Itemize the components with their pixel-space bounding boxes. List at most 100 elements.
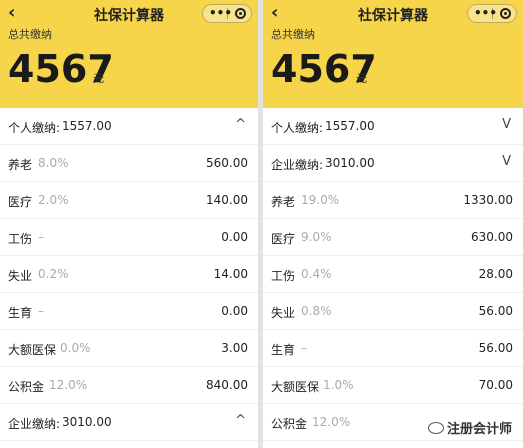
item-label: 生育 — [8, 306, 33, 320]
item-rate: 9.0% — [301, 230, 332, 244]
list-item: 养老 8.0% 560.00 — [0, 145, 258, 182]
item-label: 工伤 — [271, 269, 296, 283]
currency-unit: 元 — [356, 72, 367, 85]
mini-program-capsule[interactable]: ••• — [202, 4, 252, 23]
chevron-down-icon[interactable]: V — [502, 154, 511, 169]
list-item: 养老 19.0% 1330.00 — [263, 182, 523, 219]
right-phone-screen: ‹ 社保计算器 ••• 总共缴纳 4567 元 个人缴纳: 1557.00 V … — [263, 0, 523, 448]
list-item: 公积金 12.0% 840.00 — [0, 367, 258, 404]
watermark: 注册会计师 — [424, 417, 515, 438]
item-rate: 19.0% — [301, 193, 340, 207]
item-label: 生育 — [271, 343, 296, 357]
summary-header: ‹ 社保计算器 ••• 总共缴纳 4567 元 — [0, 0, 258, 108]
breakdown-list: 个人缴纳: 1557.00 V 企业缴纳: 3010.00 V 养老 19.0%… — [263, 108, 523, 441]
breakdown-list: 个人缴纳: 1557.00 ^ 养老 8.0% 560.00 医疗 2.0% 1… — [0, 108, 258, 441]
company-section-header[interactable]: 企业缴纳: 3010.00 V — [263, 145, 523, 182]
capsule-divider — [227, 8, 228, 19]
more-dots-icon[interactable]: ••• — [474, 6, 498, 20]
item-label: 公积金 — [8, 380, 45, 394]
left-phone-screen: ‹ 社保计算器 ••• 总共缴纳 4567 元 个人缴纳: 1557.00 ^ … — [0, 0, 258, 448]
section-label: 企业缴纳: — [8, 417, 61, 431]
section-value: 1557.00 — [62, 119, 112, 133]
section-label: 个人缴纳: — [8, 121, 61, 135]
item-rate: 8.0% — [38, 156, 69, 170]
list-item: 生育 – 0.00 — [0, 293, 258, 330]
chevron-down-icon[interactable]: V — [502, 117, 511, 132]
item-rate: 2.0% — [38, 193, 69, 207]
list-item: 生育 – 56.00 — [263, 330, 523, 367]
panel-divider — [258, 0, 263, 448]
item-label: 养老 — [8, 158, 33, 172]
item-value: 70.00 — [478, 378, 513, 392]
item-label: 失业 — [8, 269, 33, 283]
page-title: 社保计算器 — [94, 8, 164, 24]
total-amount: 4567 — [8, 47, 114, 91]
item-value: 840.00 — [206, 378, 248, 392]
list-item: 公积金 12.0% — [263, 404, 523, 441]
section-value: 1557.00 — [325, 119, 375, 133]
company-section-header[interactable]: 企业缴纳: 3010.00 ^ — [0, 404, 258, 441]
summary-header: ‹ 社保计算器 ••• 总共缴纳 4567 元 — [263, 0, 523, 108]
list-item: 医疗 9.0% 630.00 — [263, 219, 523, 256]
item-value: 1330.00 — [463, 193, 513, 207]
item-rate: – — [38, 230, 44, 244]
close-target-icon[interactable] — [500, 8, 511, 19]
item-label: 医疗 — [271, 232, 296, 246]
item-rate: 12.0% — [49, 378, 88, 392]
list-item: 失业 0.2% 14.00 — [0, 256, 258, 293]
item-rate: – — [38, 304, 44, 318]
item-rate: 0.2% — [38, 267, 69, 281]
total-label: 总共缴纳 — [271, 28, 315, 41]
list-item: 大额医保 1.0% 70.00 — [263, 367, 523, 404]
item-label: 大额医保 — [271, 380, 320, 394]
item-value: 0.00 — [221, 230, 248, 244]
currency-unit: 元 — [93, 72, 104, 85]
nav-bar: ‹ 社保计算器 ••• — [0, 0, 258, 26]
item-rate: – — [301, 341, 307, 355]
item-rate: 0.8% — [301, 304, 332, 318]
mini-program-capsule[interactable]: ••• — [467, 4, 517, 23]
list-item: 失业 0.8% 56.00 — [263, 293, 523, 330]
section-label: 企业缴纳: — [271, 158, 324, 172]
item-value: 14.00 — [213, 267, 248, 281]
personal-section-header[interactable]: 个人缴纳: 1557.00 ^ — [0, 108, 258, 145]
item-rate: 12.0% — [312, 415, 351, 429]
list-item: 工伤 – 0.00 — [0, 219, 258, 256]
item-value: 630.00 — [471, 230, 513, 244]
personal-section-header[interactable]: 个人缴纳: 1557.00 V — [263, 108, 523, 145]
item-label: 养老 — [271, 195, 296, 209]
list-item: 医疗 2.0% 140.00 — [0, 182, 258, 219]
item-label: 失业 — [271, 306, 296, 320]
close-target-icon[interactable] — [235, 8, 246, 19]
total-label: 总共缴纳 — [8, 28, 52, 41]
section-value: 3010.00 — [325, 156, 375, 170]
back-arrow-icon[interactable]: ‹ — [8, 2, 16, 23]
item-value: 0.00 — [221, 304, 248, 318]
capsule-divider — [492, 8, 493, 19]
chevron-up-icon[interactable]: ^ — [235, 117, 246, 132]
more-dots-icon[interactable]: ••• — [209, 6, 233, 20]
nav-bar: ‹ 社保计算器 ••• — [263, 0, 523, 26]
section-value: 3010.00 — [62, 415, 112, 429]
wechat-icon — [427, 422, 444, 434]
item-value: 140.00 — [206, 193, 248, 207]
item-rate: 0.4% — [301, 267, 332, 281]
item-value: 56.00 — [478, 304, 513, 318]
watermark-text: 注册会计师 — [446, 422, 512, 437]
item-rate: 0.0% — [60, 341, 91, 355]
item-label: 工伤 — [8, 232, 33, 246]
item-rate: 1.0% — [323, 378, 354, 392]
chevron-up-icon[interactable]: ^ — [235, 413, 246, 428]
list-item: 大额医保 0.0% 3.00 — [0, 330, 258, 367]
item-value: 28.00 — [478, 267, 513, 281]
total-amount: 4567 — [271, 47, 377, 91]
page-title: 社保计算器 — [358, 8, 428, 24]
item-value: 560.00 — [206, 156, 248, 170]
item-label: 医疗 — [8, 195, 33, 209]
section-label: 个人缴纳: — [271, 121, 324, 135]
item-value: 3.00 — [221, 341, 248, 355]
back-arrow-icon[interactable]: ‹ — [271, 2, 279, 23]
list-item: 工伤 0.4% 28.00 — [263, 256, 523, 293]
item-label: 大额医保 — [8, 343, 57, 357]
item-value: 56.00 — [478, 341, 513, 355]
